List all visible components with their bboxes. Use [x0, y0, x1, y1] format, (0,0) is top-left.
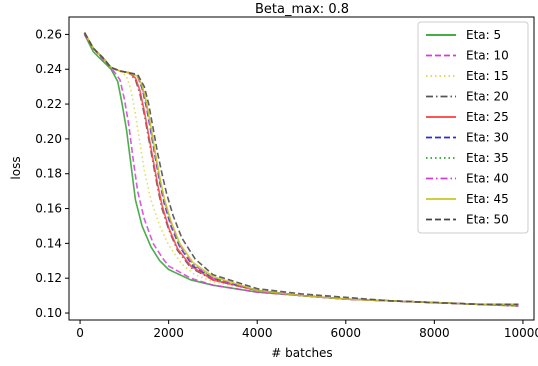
- y-tick-label: 0.24: [35, 62, 62, 76]
- x-tick-label: 2000: [153, 326, 184, 340]
- legend-label: Eta: 20: [466, 90, 509, 104]
- legend-label: Eta: 10: [466, 49, 509, 63]
- y-axis-label: loss: [9, 156, 23, 179]
- series-line-eta-45: [83, 32, 519, 306]
- legend-label: Eta: 35: [466, 151, 509, 165]
- series-layer: [83, 32, 519, 307]
- y-tick-label: 0.14: [35, 236, 62, 250]
- y-tick-label: 0.12: [35, 271, 62, 285]
- chart-title: Beta_max: 0.8: [255, 2, 349, 17]
- x-tick-label: 6000: [331, 326, 362, 340]
- legend-label: Eta: 45: [466, 192, 509, 206]
- y-tick-label: 0.22: [35, 97, 62, 111]
- plot-frame: [68, 16, 535, 321]
- legend: Eta: 5 Eta: 10 Eta: 15 Eta: 20 Eta: 25 Eta: 3…: [417, 21, 529, 234]
- x-tick-label: 4000: [242, 326, 273, 340]
- y-tick-label: 0.10: [35, 306, 62, 320]
- legend-box: [417, 21, 529, 234]
- legend-label: Eta: 5: [466, 28, 501, 42]
- y-tick-label: 0.16: [35, 202, 62, 216]
- y-tick-label: 0.20: [35, 132, 62, 146]
- series-line-eta-10: [83, 33, 519, 307]
- y-tick-label: 0.18: [35, 167, 62, 181]
- x-tick-label: 8000: [419, 326, 450, 340]
- legend-label: Eta: 40: [466, 172, 509, 186]
- y-tick-label: 0.26: [35, 27, 62, 41]
- series-line-eta-50: [83, 32, 519, 306]
- legend-label: Eta: 25: [466, 110, 509, 124]
- y-axis: 0.10 0.12 0.14 0.16 0.18 0.20 0.22 0.24 0.26: [35, 27, 69, 320]
- x-tick-label: 0: [76, 326, 84, 340]
- x-axis-label: # batches: [271, 346, 332, 360]
- legend-label: Eta: 50: [466, 213, 509, 227]
- legend-label: Eta: 15: [466, 69, 509, 83]
- legend-label: Eta: 30: [466, 131, 509, 145]
